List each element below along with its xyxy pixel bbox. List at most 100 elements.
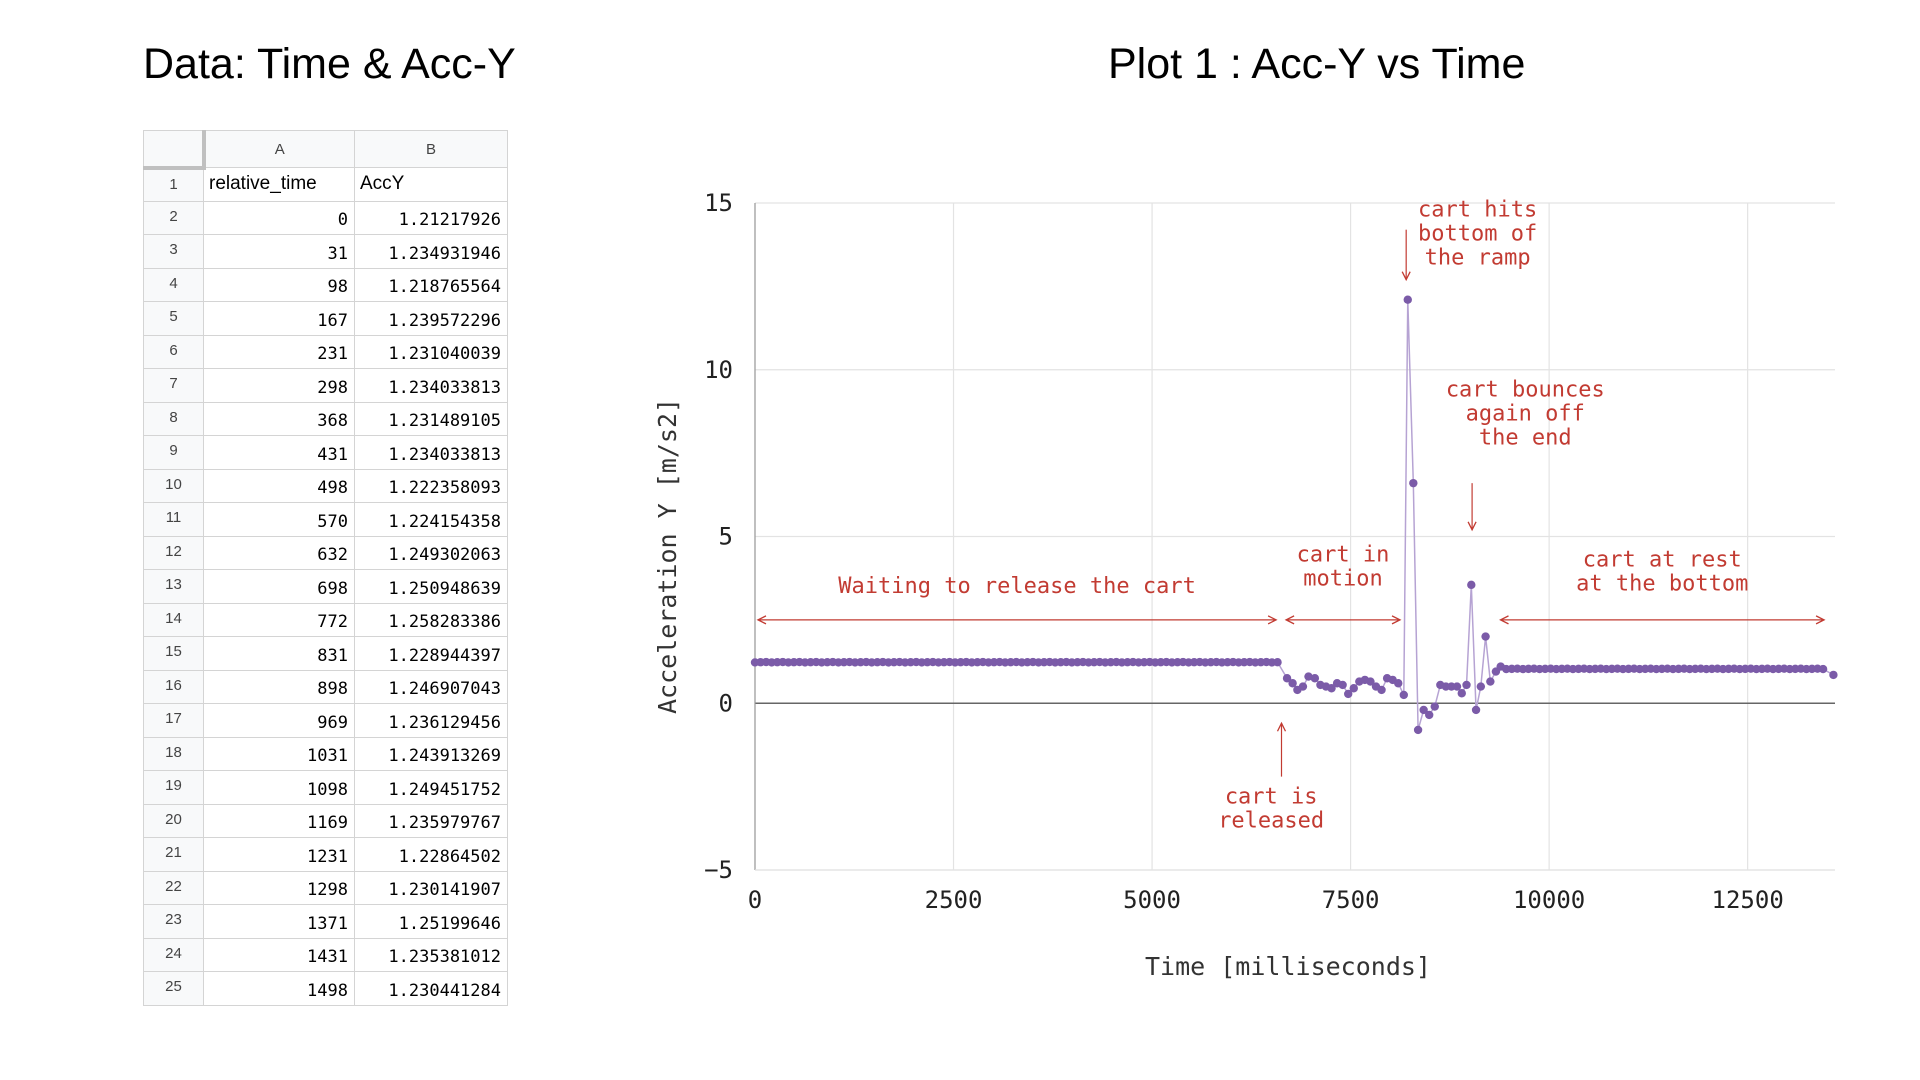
row-number[interactable]: 2 [143,200,204,235]
cell-accy[interactable]: 1.243913269 [354,736,508,771]
data-point [1344,689,1353,699]
data-point [1338,680,1347,690]
table-row: 8 368 1.231489105 [143,401,508,436]
cell-accy[interactable]: 1.234033813 [354,368,508,403]
cell-accy[interactable]: 1.224154358 [354,502,508,537]
cell-accy[interactable]: 1.250948639 [354,569,508,604]
axes: 0 2500 5000 7500 10000 12500 −5 0 5 10 15 [704,189,1835,914]
cell-accy[interactable]: 1.239572296 [354,301,508,336]
row-number[interactable]: 17 [143,703,204,738]
cell-accy[interactable]: 1.231489105 [354,401,508,436]
cell-header-time[interactable]: relative_time [203,167,355,202]
row-number[interactable]: 18 [143,736,204,771]
table-row: 9 431 1.234033813 [143,435,508,470]
row-number[interactable]: 9 [143,435,204,470]
row-number[interactable]: 14 [143,602,204,637]
row-number[interactable]: 16 [143,669,204,704]
cell-accy[interactable]: 1.249451752 [354,770,508,805]
y-tick-label: 10 [704,356,733,384]
row-number[interactable]: 7 [143,368,204,403]
cell-accy[interactable]: 1.231040039 [354,334,508,369]
cell-accy[interactable]: 1.228944397 [354,636,508,671]
arrow-head [1467,521,1477,532]
cell-relative-time[interactable]: 167 [203,301,355,336]
table-row: 19 1098 1.249451752 [143,770,508,805]
data-point [1471,705,1481,715]
annotation-text: cart bounces [1446,377,1605,402]
row-number[interactable]: 1 [143,167,204,202]
chart-title: Plot 1 : Acc-Y vs Time [1108,40,1526,88]
row-number[interactable]: 12 [143,535,204,570]
cell-relative-time[interactable]: 368 [203,401,355,436]
data-point [1273,658,1282,667]
row-number[interactable]: 8 [143,401,204,436]
row-number[interactable]: 20 [143,803,204,838]
data-point [1399,690,1408,700]
data-point [1327,684,1336,693]
data-point [1409,478,1418,488]
cell-relative-time[interactable]: 1498 [203,971,355,1006]
cell-accy[interactable]: 1.249302063 [354,535,508,570]
arrow-head [1499,615,1509,625]
row-number[interactable]: 10 [143,468,204,503]
x-tick-label: 0 [748,886,762,914]
table-row: 15 831 1.228944397 [143,636,508,671]
row-number[interactable]: 4 [143,267,204,302]
column-header-b[interactable]: B [354,130,508,168]
cell-accy[interactable]: 1.22864502 [354,837,508,872]
cell-relative-time[interactable]: 772 [203,602,355,637]
table-row: 24 1431 1.235381012 [143,937,508,972]
cell-accy[interactable]: 1.234033813 [354,435,508,470]
cell-accy[interactable]: 1.21217926 [354,200,508,235]
annotation-text: bottom of [1418,221,1537,246]
cell-accy[interactable]: 1.218765564 [354,267,508,302]
x-axis-label: Time [milliseconds] [1145,952,1431,981]
table-row: 16 898 1.246907043 [143,669,508,704]
cell-relative-time[interactable]: 0 [203,200,355,235]
cell-relative-time[interactable]: 1431 [203,937,355,972]
row-number[interactable]: 23 [143,904,204,939]
cell-relative-time[interactable]: 898 [203,669,355,704]
cell-accy[interactable]: 1.235979767 [354,803,508,838]
row-number[interactable]: 5 [143,301,204,336]
column-header-a[interactable]: A [203,130,355,168]
cell-relative-time[interactable]: 31 [203,234,355,269]
spreadsheet: A B 1 relative_time AccY 2 0 1.21217926 3 31… [143,130,508,1006]
y-axis-label: Acceleration Y [m/s2] [653,398,682,714]
arrow-head [1276,721,1287,732]
cell-accy[interactable]: 1.222358093 [354,468,508,503]
cell-relative-time[interactable]: 431 [203,435,355,470]
row-number[interactable]: 11 [143,502,204,537]
y-tick-label: 15 [704,189,733,217]
row-number[interactable]: 22 [143,870,204,905]
x-tick-label: 12500 [1712,886,1784,914]
cell-relative-time[interactable]: 570 [203,502,355,537]
cell-header-accy[interactable]: AccY [354,167,508,202]
cell-relative-time[interactable]: 1169 [203,803,355,838]
cell-accy[interactable]: 1.258283386 [354,602,508,637]
cell-accy[interactable]: 1.236129456 [354,703,508,738]
annotation-text: again off [1466,401,1585,426]
data-point [1829,670,1838,680]
annotation-text: cart at rest [1583,548,1742,573]
table-row: 3 31 1.234931946 [143,234,508,269]
data-point [1377,685,1386,695]
cell-relative-time[interactable]: 1298 [203,870,355,905]
cell-relative-time[interactable]: 698 [203,569,355,604]
row-number[interactable]: 24 [143,937,204,972]
y-tick-label: 0 [719,689,733,717]
row-number[interactable]: 13 [143,569,204,604]
data-point [1349,684,1358,693]
annotation: Waiting to release the cart [756,574,1278,625]
data-point [1452,682,1462,691]
cell-accy[interactable]: 1.234931946 [354,234,508,269]
cell-accy[interactable]: 1.235381012 [354,937,508,972]
cell-accy[interactable]: 1.230441284 [354,971,508,1006]
table-row: 25 1498 1.230441284 [143,971,508,1006]
arrow-head [1401,271,1411,282]
select-all-corner[interactable] [143,130,206,170]
arrow-head [1391,615,1402,625]
row-number[interactable]: 19 [143,770,204,805]
